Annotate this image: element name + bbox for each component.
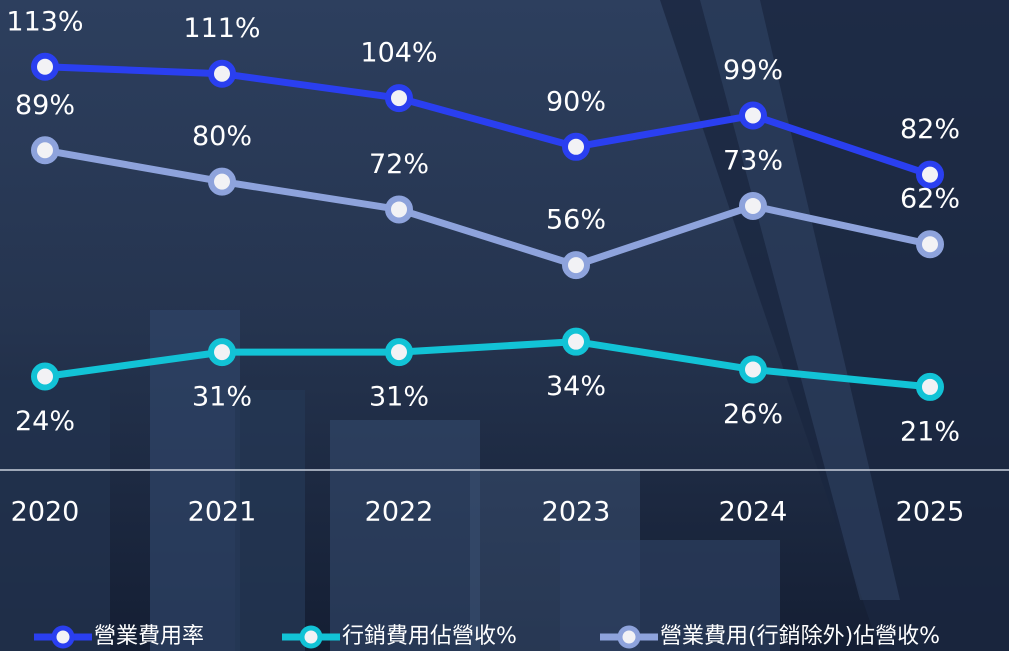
data-point (739, 191, 767, 220)
data-label: 111% (183, 13, 260, 44)
legend-marker (299, 625, 323, 649)
legend-label: 營業費用率 (94, 624, 204, 649)
legend-marker (617, 625, 641, 649)
data-point (916, 160, 944, 189)
data-point (739, 355, 767, 384)
data-label: 72% (369, 149, 429, 180)
data-label: 56% (546, 205, 606, 236)
data-label: 26% (723, 399, 783, 430)
data-point (31, 136, 59, 165)
data-point (562, 251, 590, 280)
data-label: 31% (192, 382, 252, 413)
data-point (385, 338, 413, 367)
legend-marker (51, 625, 75, 649)
series-line (44, 146, 931, 269)
data-label: 80% (192, 121, 252, 152)
data-point (385, 195, 413, 224)
x-tick-label: 2025 (896, 497, 965, 528)
data-point (916, 230, 944, 259)
data-point (31, 362, 59, 391)
data-label: 34% (546, 371, 606, 402)
legend-label: 營業費用(行銷除外)佔營收% (660, 624, 940, 649)
legend-item: 行銷費用佔營收% (282, 624, 517, 649)
data-point (562, 327, 590, 356)
series-line (44, 338, 931, 391)
data-point (739, 101, 767, 130)
data-label: 90% (546, 86, 606, 117)
legend-item: 營業費用(行銷除外)佔營收% (600, 624, 940, 649)
x-tick-label: 2022 (365, 497, 434, 528)
data-point (208, 167, 236, 196)
data-point (31, 52, 59, 81)
data-label: 104% (360, 38, 437, 69)
legend-label: 行銷費用佔營收% (342, 624, 517, 649)
x-tick-label: 2024 (719, 497, 788, 528)
data-point (562, 132, 590, 161)
data-label: 24% (15, 406, 75, 437)
data-label: 82% (900, 114, 960, 145)
series-line (44, 63, 932, 178)
data-label: 31% (369, 382, 429, 413)
x-tick-label: 2021 (188, 497, 257, 528)
data-point (208, 338, 236, 367)
legend-item: 營業費用率 (34, 624, 204, 649)
data-label: 113% (6, 6, 83, 37)
data-label: 73% (723, 145, 783, 176)
data-point (916, 372, 944, 401)
data-label: 99% (723, 55, 783, 86)
x-tick-label: 2020 (11, 497, 80, 528)
data-point (385, 84, 413, 113)
data-label: 62% (900, 184, 960, 215)
data-label: 21% (900, 416, 960, 447)
data-label: 89% (15, 90, 75, 121)
data-point (208, 59, 236, 88)
x-tick-label: 2023 (542, 497, 611, 528)
